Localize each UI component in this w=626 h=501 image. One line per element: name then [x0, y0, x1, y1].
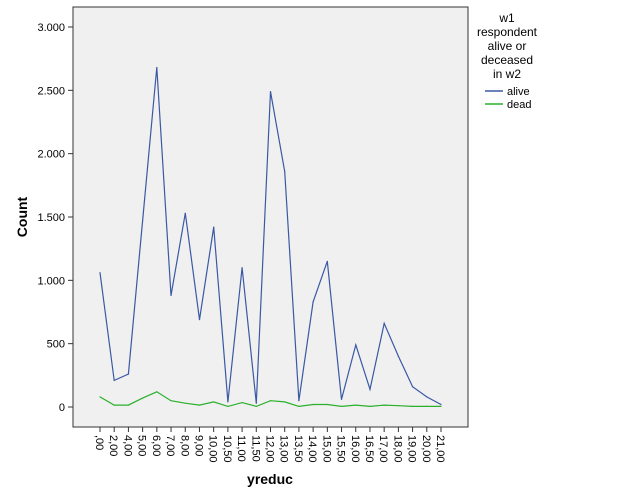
legend-title-line: deceased [481, 53, 533, 67]
data-point-dead [99, 396, 101, 398]
data-point-alive [355, 344, 357, 346]
x-tick-label: 10,50 [221, 435, 233, 463]
x-tick-label: 19,00 [406, 435, 418, 463]
x-tick-label: 4,00 [121, 435, 133, 456]
data-point-dead [255, 405, 257, 407]
x-axis-title: yreduc [247, 471, 293, 487]
data-point-dead [156, 391, 158, 393]
y-tick-label: 1.000 [37, 275, 65, 287]
x-axis: ,00 2,00 4,00 5,00 6,00 7,00 8,00 9,00 10,00 10,5… [93, 427, 446, 463]
data-point-alive [184, 212, 186, 214]
x-tick-label: 13,00 [278, 435, 290, 463]
data-point-alive [241, 267, 243, 269]
data-point-dead [298, 405, 300, 407]
data-point-alive [369, 388, 371, 390]
x-tick-label: 21,00 [434, 435, 446, 463]
data-point-alive [198, 319, 201, 321]
legend-title-line: w1 [498, 11, 515, 25]
data-point-dead [326, 403, 328, 406]
data-point-alive [326, 260, 328, 262]
data-point-dead [170, 400, 172, 402]
data-point-alive [156, 66, 158, 69]
data-point-dead [369, 405, 371, 407]
x-tick-label: 5,00 [136, 435, 148, 456]
data-point-dead [312, 403, 314, 406]
x-tick-label: 17,00 [377, 435, 389, 463]
x-tick-label: 10,00 [207, 435, 219, 463]
x-tick-label: 15,00 [320, 435, 332, 463]
x-tick-label: 9,00 [192, 435, 204, 456]
x-tick-label: 8,00 [178, 435, 190, 456]
y-tick-label: 2.000 [37, 149, 65, 161]
x-tick-label: 13,50 [292, 435, 304, 463]
x-tick-label: ,00 [93, 435, 105, 450]
y-axis-title: Count [14, 196, 30, 237]
x-tick-label: 16,50 [363, 435, 375, 463]
data-point-alive [255, 402, 257, 404]
data-point-dead [198, 404, 201, 406]
data-point-dead [355, 404, 357, 406]
x-tick-label: 12,00 [264, 435, 276, 463]
data-point-dead [227, 405, 229, 407]
data-point-dead [113, 404, 115, 406]
legend-title-line: alive or [488, 39, 527, 53]
x-tick-label: 11,50 [249, 435, 261, 462]
data-point-dead [383, 404, 385, 406]
x-tick-label: 16,00 [349, 435, 361, 463]
data-point-alive [340, 398, 343, 400]
legend-title-line: respondent [477, 25, 538, 39]
data-point-dead [241, 401, 243, 404]
x-tick-label: 18,00 [391, 435, 403, 463]
data-point-alive [213, 226, 215, 228]
data-point-dead [440, 405, 442, 407]
y-tick-label: 0 [59, 402, 65, 414]
legend-label-dead: dead [507, 99, 531, 111]
data-point-dead [269, 400, 272, 402]
data-point-dead [142, 397, 144, 399]
legend-title-line: in w2 [493, 67, 521, 81]
data-point-dead [127, 404, 130, 406]
y-axis: 0 500 1.000 1.500 2.000 2.500 3.000 [37, 22, 73, 414]
x-tick-label: 11,00 [235, 435, 247, 462]
y-tick-label: 2.500 [37, 85, 65, 97]
data-point-alive [127, 373, 130, 375]
data-point-dead [340, 405, 343, 407]
x-tick-label: 14,00 [306, 435, 318, 463]
x-tick-label: 15,50 [335, 435, 347, 463]
data-point-alive [411, 386, 414, 388]
data-point-alive [269, 91, 272, 93]
data-point-dead [426, 405, 428, 407]
x-tick-label: 2,00 [107, 435, 119, 456]
y-tick-label: 3.000 [37, 22, 65, 34]
data-point-alive [142, 220, 144, 222]
data-point-alive [170, 294, 172, 297]
data-point-dead [184, 402, 186, 404]
x-tick-label: 7,00 [164, 435, 176, 456]
data-point-dead [284, 401, 286, 403]
data-point-dead [213, 401, 215, 403]
series-lines [99, 66, 442, 408]
data-point-dead [397, 405, 399, 407]
data-point-alive [440, 403, 442, 406]
data-point-alive [298, 400, 300, 402]
data-point-alive [284, 170, 286, 172]
y-tick-label: 1.500 [37, 212, 65, 224]
data-point-alive [426, 396, 428, 398]
x-tick-label: 20,00 [420, 435, 432, 463]
data-point-alive [99, 272, 101, 274]
data-point-alive [397, 355, 399, 357]
data-point-dead [411, 405, 414, 407]
data-point-alive [227, 401, 229, 403]
x-tick-label: 6,00 [150, 435, 162, 456]
data-point-alive [312, 301, 314, 303]
legend-label-alive: alive [507, 86, 530, 98]
y-tick-label: 500 [47, 339, 65, 351]
data-point-alive [113, 379, 115, 381]
data-point-alive [383, 322, 385, 324]
plot-area [72, 6, 469, 428]
